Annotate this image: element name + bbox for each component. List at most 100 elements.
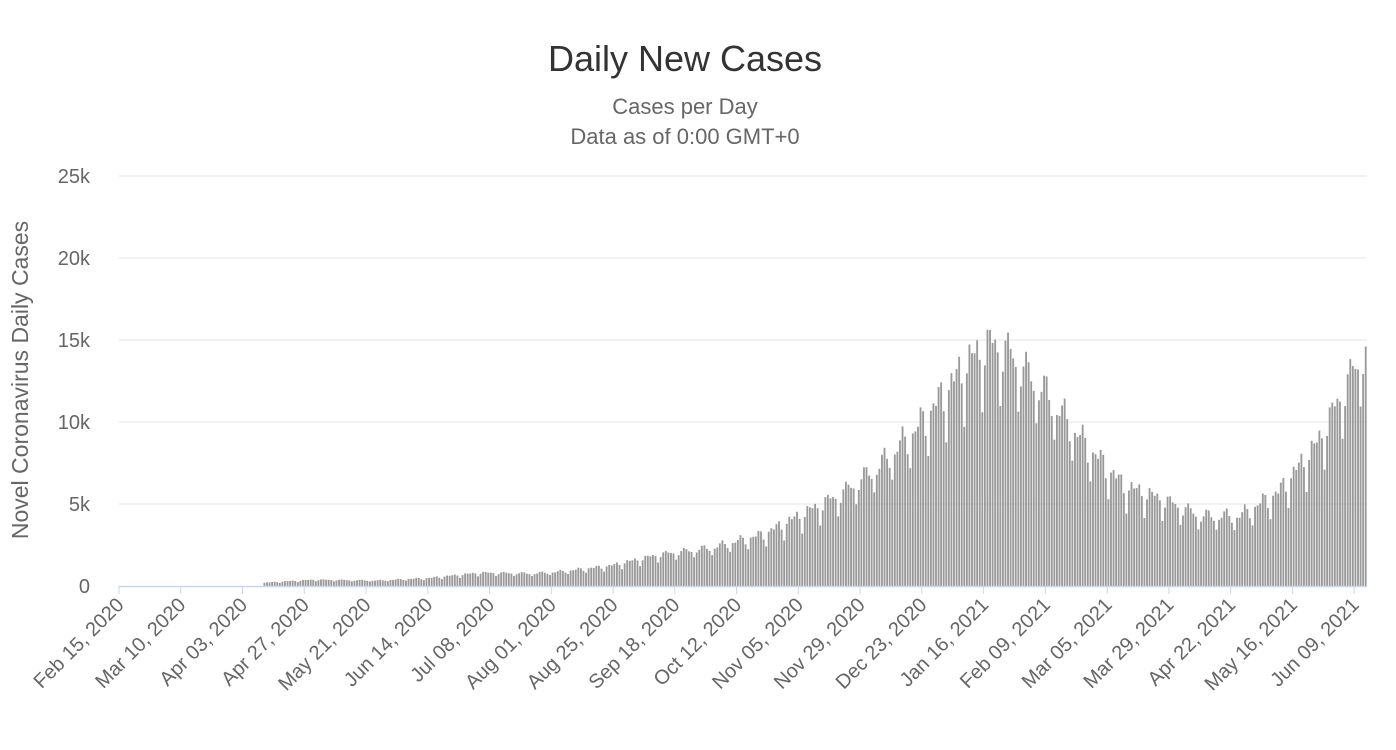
bar — [1225, 508, 1228, 586]
bar — [363, 580, 366, 586]
bar — [1212, 520, 1215, 586]
bar — [276, 582, 279, 586]
bar — [736, 540, 739, 586]
bar — [634, 558, 636, 586]
bar — [353, 580, 356, 586]
bar — [572, 570, 575, 586]
bar — [793, 516, 796, 586]
bar — [857, 489, 860, 586]
bar — [1084, 437, 1087, 586]
bar — [1074, 432, 1076, 586]
bar — [711, 555, 714, 586]
bar — [1027, 362, 1030, 586]
bar — [824, 497, 827, 586]
bar — [659, 557, 662, 586]
bar — [1009, 349, 1012, 586]
gridlines — [119, 175, 1367, 505]
bar — [852, 488, 855, 586]
bar — [325, 579, 328, 586]
bar — [814, 503, 816, 586]
bar — [1164, 507, 1166, 586]
bar — [631, 560, 634, 586]
bar — [1179, 524, 1182, 586]
bar — [718, 543, 721, 586]
bar — [1058, 415, 1061, 586]
bar — [271, 582, 274, 586]
bar — [914, 431, 917, 586]
bar — [304, 579, 307, 586]
bar — [1261, 493, 1264, 586]
bar — [1236, 517, 1238, 586]
bar — [1200, 521, 1202, 586]
bar — [1218, 519, 1220, 586]
bar — [441, 579, 443, 586]
bar — [428, 577, 430, 586]
bar — [819, 525, 822, 586]
bar — [1230, 522, 1233, 586]
bar — [1303, 467, 1305, 586]
bar — [322, 579, 325, 586]
bar — [855, 504, 858, 586]
bar — [595, 565, 598, 586]
bar — [1364, 346, 1367, 586]
bar — [881, 454, 883, 586]
bar — [1192, 513, 1195, 586]
bar — [536, 573, 539, 586]
bar — [731, 543, 734, 586]
bar — [574, 569, 577, 586]
bar — [1215, 529, 1218, 586]
bar — [289, 580, 292, 586]
bar — [783, 540, 786, 586]
bar — [744, 544, 747, 586]
bar — [1267, 508, 1269, 586]
bar — [868, 475, 871, 586]
bar — [662, 552, 665, 586]
bar — [531, 575, 533, 586]
bar — [610, 565, 613, 586]
bar — [489, 572, 492, 586]
bar — [1007, 332, 1009, 586]
y-tick-label: 25k — [58, 166, 91, 188]
bar — [425, 578, 428, 586]
bar — [700, 545, 703, 586]
bar — [752, 536, 755, 586]
bar — [1135, 488, 1138, 586]
bar — [664, 550, 667, 586]
bar — [1099, 449, 1102, 586]
bar — [1115, 478, 1118, 586]
bar — [569, 570, 572, 586]
bar — [585, 572, 587, 586]
bar — [361, 579, 364, 586]
bar — [945, 442, 948, 586]
bar — [394, 579, 397, 586]
bar — [1194, 516, 1197, 586]
bar — [1017, 411, 1020, 586]
bar — [1351, 366, 1354, 586]
bar — [986, 329, 989, 586]
bar — [947, 390, 950, 586]
bar — [368, 581, 371, 586]
bar — [477, 576, 479, 586]
bar — [927, 456, 930, 586]
bar — [829, 498, 832, 586]
bar — [1336, 398, 1339, 586]
bar — [811, 508, 814, 586]
bar — [772, 529, 775, 586]
bar — [834, 498, 837, 586]
bar — [459, 577, 461, 586]
bar — [675, 559, 678, 586]
bar — [808, 507, 811, 586]
bar — [639, 566, 641, 586]
bar — [615, 562, 618, 586]
bar — [729, 551, 732, 586]
bar — [688, 551, 690, 586]
bar — [456, 575, 459, 586]
bar — [1349, 359, 1352, 586]
bar — [1318, 430, 1321, 586]
bar — [1171, 502, 1174, 586]
bar — [464, 573, 467, 586]
bar — [1063, 398, 1066, 586]
bar — [621, 569, 623, 586]
chart-data-date-note: Data as of 0:00 GMT+0 — [570, 124, 800, 149]
